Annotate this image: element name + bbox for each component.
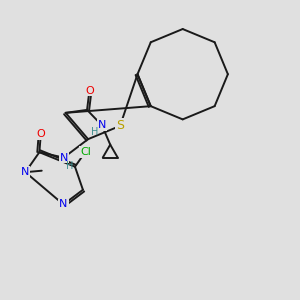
Text: H: H <box>66 160 74 171</box>
Text: N: N <box>21 167 30 177</box>
Text: Cl: Cl <box>80 147 91 157</box>
Text: N: N <box>59 153 68 163</box>
Text: O: O <box>85 85 94 96</box>
Text: O: O <box>37 129 45 139</box>
Text: H: H <box>91 127 98 137</box>
Text: S: S <box>116 119 124 132</box>
Text: N: N <box>59 200 68 209</box>
Text: N: N <box>98 120 106 130</box>
